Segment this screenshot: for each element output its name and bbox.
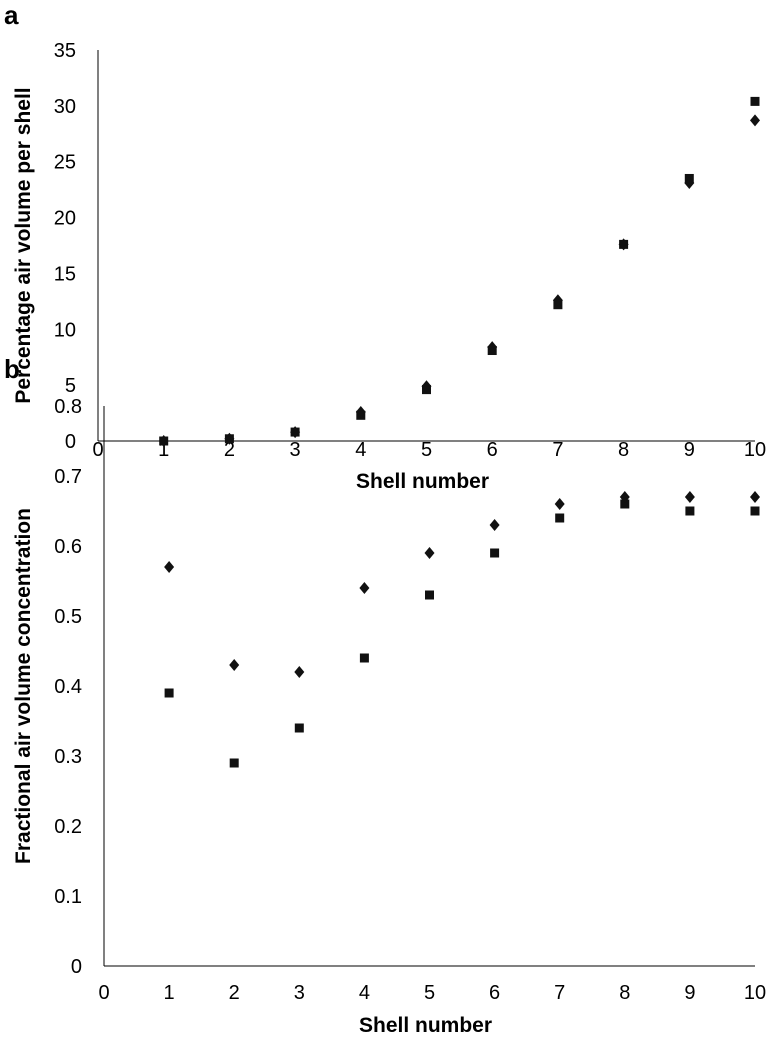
y-tick-label: 35: [54, 40, 76, 62]
square-marker: [425, 590, 434, 600]
x-tick-label: 8: [618, 439, 629, 461]
x-tick-label: 0: [98, 982, 109, 1004]
square-marker: [620, 499, 630, 509]
x-tick-label: 3: [294, 982, 305, 1004]
x-tick-label: 8: [619, 982, 630, 1004]
diamond-marker: [487, 341, 498, 354]
x-tick-label: 6: [487, 439, 498, 461]
diamond-marker: [424, 547, 435, 559]
diamond-marker: [421, 380, 432, 393]
diamond-marker: [224, 432, 235, 445]
square-marker: [750, 506, 760, 516]
diamond-marker: [552, 294, 563, 307]
y-tick-label: 15: [54, 263, 76, 285]
chart-panel-a: a 0 1 2 3 4 5 6 7 8 9 10 0 5 10 15 20 25 30 35 Shell number P…: [4, 0, 766, 493]
x-tick-label: 10: [744, 439, 766, 461]
x-axis-title: Shell number: [359, 1014, 492, 1037]
square-marker: [359, 653, 369, 663]
x-tick-label: 9: [684, 439, 695, 461]
diamond-marker: [750, 491, 760, 503]
y-tick-label: 0.6: [54, 536, 82, 558]
diamond-marker: [229, 659, 240, 671]
y-tick-label: 0.8: [54, 396, 82, 418]
y-axis-title: Percentage air volume per shell: [12, 87, 35, 403]
diamond-marker: [355, 405, 366, 418]
x-tick-label: 6: [489, 982, 500, 1004]
square-marker: [294, 723, 304, 733]
y-tick-label: 5: [65, 375, 76, 397]
diamond-marker: [489, 519, 500, 531]
x-tick-label: 1: [164, 982, 175, 1004]
y-tick-label: 20: [54, 208, 76, 230]
x-tick-label: 2: [224, 439, 235, 461]
square-marker: [229, 758, 239, 768]
square-marker: [555, 513, 565, 523]
x-tick-label: 4: [359, 982, 370, 1004]
chart-panel-b: b0 1 2 3 4 5 6 7 8 9 1000.10.20.30.40.50.60.70.8Sh…: [4, 354, 766, 1037]
x-tick-label: 7: [554, 982, 565, 1004]
diamond-marker: [294, 666, 305, 678]
y-tick-label: 0.7: [54, 466, 82, 488]
square-marker: [164, 688, 174, 698]
x-axis-title: Shell number: [356, 470, 489, 493]
panel-letter: b: [4, 354, 20, 384]
x-tick-label: 3: [290, 439, 301, 461]
square-marker: [750, 96, 760, 106]
y-axis-title: Fractional air volume concentration: [12, 508, 35, 864]
y-tick-label: 25: [54, 152, 76, 174]
square-marker: [685, 506, 695, 516]
square-marker: [490, 548, 500, 558]
y-tick-label: 0.3: [54, 746, 82, 768]
diamond-marker: [684, 491, 695, 503]
y-tick-label: 10: [54, 319, 76, 341]
x-tick-label: 4: [355, 439, 366, 461]
x-tick-label: 2: [229, 982, 240, 1004]
diamond-marker: [750, 114, 760, 127]
x-tick-label: 5: [424, 982, 435, 1004]
diamond-marker: [290, 426, 301, 439]
y-tick-label: 30: [54, 96, 76, 118]
x-tick-label: 1: [158, 439, 169, 461]
diamond-marker: [359, 582, 370, 594]
panel-letter: a: [4, 0, 19, 30]
y-tick-label: 0.2: [54, 816, 82, 838]
diamond-marker: [619, 491, 630, 503]
y-tick-label: 0.5: [54, 606, 82, 628]
y-tick-label: 0: [71, 956, 82, 978]
diamond-marker: [164, 561, 175, 573]
diamond-marker: [554, 498, 565, 510]
diamond-marker: [158, 435, 169, 447]
y-tick-label: 0.4: [54, 676, 82, 698]
diamond-marker: [684, 176, 695, 189]
x-tick-label: 7: [552, 439, 563, 461]
x-tick-label: 10: [744, 982, 766, 1004]
y-tick-label: 0: [65, 431, 76, 453]
y-tick-label: 0.1: [54, 886, 82, 908]
x-tick-label: 9: [684, 982, 695, 1004]
x-tick-label: 5: [421, 439, 432, 461]
diamond-marker: [618, 238, 629, 251]
x-tick-label: 0: [92, 439, 103, 461]
